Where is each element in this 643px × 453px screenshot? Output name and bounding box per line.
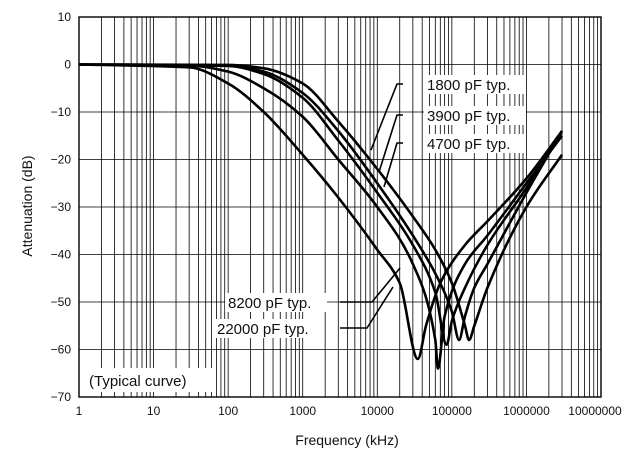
series-leader-line	[370, 83, 403, 151]
series-label-8200pf: 8200 pF typ.	[228, 295, 311, 312]
series-line-22000pf	[78, 63, 564, 361]
y-axis-title: Attenuation (dB)	[19, 155, 35, 256]
x-tick-label: 1000	[289, 404, 316, 418]
series-label-bg	[424, 106, 526, 125]
x-tick-label: 10000000	[568, 404, 622, 418]
y-tick-label: −40	[51, 248, 72, 262]
x-tick-label: 1	[76, 404, 83, 418]
series-label-3900pf: 3900 pF typ.	[427, 108, 510, 125]
series-line-3900pf	[78, 63, 564, 342]
series-label-1800pf: 1800 pF typ.	[427, 77, 510, 94]
plot-frame	[78, 16, 602, 398]
series-label-4700pf: 4700 pF typ.	[427, 136, 510, 153]
grid	[79, 17, 601, 397]
x-tick-label: 10	[147, 404, 161, 418]
plot-border	[78, 16, 602, 398]
annotation-background	[84, 368, 214, 392]
y-tick-labels: 10 0 −10 −20 −30 −40 −50 −60 −70	[51, 10, 72, 404]
y-tick-label: −30	[51, 200, 72, 214]
y-tick-label: −60	[51, 343, 72, 357]
series-leader-line	[383, 142, 403, 188]
series-leader-line	[340, 286, 394, 329]
x-tick-labels: 1 10 100 1000 10000 100000 1000000 10000000	[76, 404, 622, 418]
y-tick-label: −50	[51, 295, 72, 309]
series-line-4700pf	[78, 63, 564, 347]
y-tick-label: 0	[64, 58, 71, 72]
curves	[78, 63, 564, 370]
series-line-1800pf	[78, 63, 564, 342]
series-label-bg	[214, 319, 324, 338]
y-tick-label: −70	[51, 390, 72, 404]
series-leader-line	[340, 267, 401, 303]
x-tick-label: 100000	[432, 404, 472, 418]
series-label-bg	[225, 293, 327, 312]
y-tick-label: −10	[51, 105, 72, 119]
x-axis-title: Frequency (kHz)	[295, 432, 398, 448]
series-label-bg	[424, 134, 526, 153]
x-tick-label: 100	[218, 404, 238, 418]
series-label-bg	[424, 75, 526, 94]
typical-curve-annotation: (Typical curve)	[89, 373, 187, 390]
series-label-22000pf: 22000 pF typ.	[217, 321, 309, 338]
series-line-8200pf	[78, 63, 564, 370]
x-tick-label: 10000	[361, 404, 395, 418]
y-tick-label: −20	[51, 153, 72, 167]
y-tick-label: 10	[58, 10, 72, 24]
series-labels: 1800 pF typ. 3900 pF typ. 4700 pF typ. 8200…	[214, 75, 526, 338]
series-leader-line	[378, 114, 403, 173]
x-tick-label: 1000000	[503, 404, 550, 418]
